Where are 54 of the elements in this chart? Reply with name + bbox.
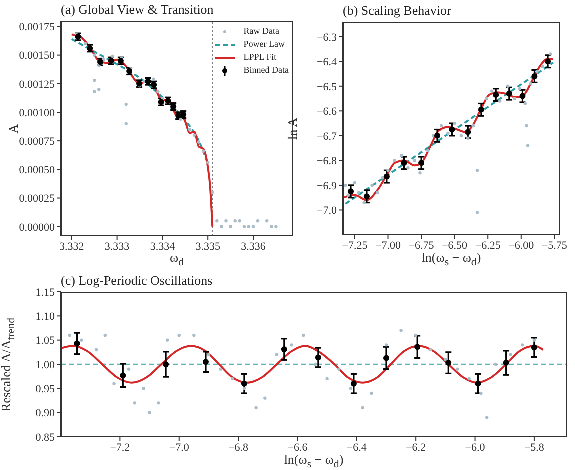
x-tick-label: −6.75 bbox=[408, 240, 435, 252]
y-tick-label: 0.00150 bbox=[19, 50, 56, 62]
y-tick-label: 0.00075 bbox=[19, 136, 56, 148]
y-tick-label: −6.5 bbox=[317, 81, 338, 94]
x-tick-label: −6.25 bbox=[475, 240, 502, 252]
x-tick-label: 3.336 bbox=[241, 240, 266, 253]
x-tick-label: −7.0 bbox=[169, 442, 190, 454]
y-tick-label: 1.05 bbox=[36, 335, 56, 348]
y-axis-title: A bbox=[6, 124, 22, 134]
y-tick-label: −7.0 bbox=[317, 205, 338, 218]
legend-label: Raw Data bbox=[244, 25, 280, 38]
y-tick-label: 0.00100 bbox=[19, 107, 56, 120]
x-tick-label: −7.2 bbox=[110, 442, 130, 454]
y-tick-label: −6.6 bbox=[317, 106, 338, 118]
x-tick-label: −6.00 bbox=[508, 240, 535, 252]
x-tick-label: 3.333 bbox=[104, 240, 130, 253]
x-tick-label: −5.8 bbox=[524, 442, 545, 454]
y-tick-label: 0.00175 bbox=[19, 22, 56, 34]
x-tick-label: 3.334 bbox=[150, 240, 176, 253]
x-tick-label: −6.8 bbox=[228, 442, 250, 454]
y-tick-label: 1.15 bbox=[36, 286, 56, 299]
legend-label: Power Law bbox=[244, 38, 285, 51]
y-tick-label: 0.00125 bbox=[19, 78, 56, 91]
x-tick-label: −6.50 bbox=[442, 240, 468, 252]
y-tick-label: 1.00 bbox=[36, 359, 56, 372]
x-tick-label: 3.335 bbox=[196, 240, 221, 253]
x-tick-label: −6.6 bbox=[288, 442, 308, 454]
x-axis-title: ln(ω$_{s}$ − ω$_{d}$) bbox=[283, 452, 345, 470]
x-tick-label: −6.0 bbox=[465, 442, 486, 454]
x-tick-label: −6.2 bbox=[406, 442, 426, 454]
x-axis-title: ω$_{d}$ bbox=[170, 250, 184, 269]
chart-title: (b) Scaling Behavior bbox=[343, 3, 452, 19]
y-tick-label: −6.8 bbox=[317, 156, 338, 168]
x-tick-label: −5.75 bbox=[542, 240, 568, 252]
y-tick-label: −6.4 bbox=[317, 56, 338, 69]
x-tick-label: −7.00 bbox=[376, 240, 402, 252]
x-tick-label: −7.25 bbox=[342, 240, 368, 252]
y-tick-label: 0.00000 bbox=[19, 222, 56, 234]
x-axis-title: ln(ω$_{s}$ − ω$_{d}$) bbox=[420, 250, 482, 269]
y-tick-label: −6.9 bbox=[317, 180, 338, 192]
legend-label: Binned Data bbox=[244, 64, 289, 77]
y-tick-label: −6.7 bbox=[317, 130, 338, 143]
x-tick-label: 3.332 bbox=[60, 240, 84, 253]
y-tick-label: 0.90 bbox=[36, 408, 56, 420]
chart-title: (c) Log-Periodic Oscillations bbox=[61, 273, 213, 289]
y-tick-label: 0.00050 bbox=[19, 164, 56, 177]
y-tick-label: 0.00025 bbox=[19, 193, 56, 206]
y-tick-label: 0.85 bbox=[36, 432, 56, 444]
y-tick-label: −6.3 bbox=[317, 32, 338, 44]
x-tick-label: −6.4 bbox=[346, 442, 368, 454]
y-tick-label: 1.10 bbox=[36, 311, 56, 324]
legend-label: LPPL Fit bbox=[244, 51, 277, 64]
chart-title: (a) Global View & Transition bbox=[61, 2, 214, 18]
y-tick-label: 0.95 bbox=[36, 384, 56, 396]
